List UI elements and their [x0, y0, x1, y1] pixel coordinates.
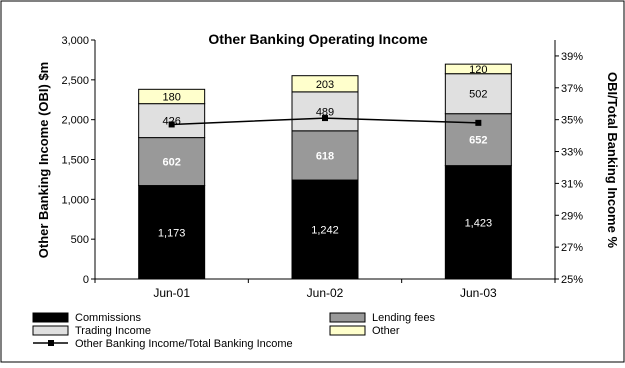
- data-label: 602: [162, 157, 180, 169]
- legend-label-commissions: Commissions: [75, 312, 142, 324]
- legend-swatch-other: [329, 325, 366, 336]
- y2-tick-label: 29%: [561, 210, 583, 222]
- y2-tick-label: 25%: [561, 274, 583, 286]
- bar-segment: [291, 75, 359, 93]
- x-tick-label: Jun-03: [460, 286, 497, 300]
- legend-swatch-lending-fees: [329, 312, 366, 323]
- y-tick-label: 500: [71, 234, 89, 246]
- y-tick-label: 2,500: [61, 75, 89, 87]
- bar-segment: [291, 179, 359, 280]
- data-label: 1,173: [158, 227, 186, 239]
- data-label: 489: [316, 106, 334, 118]
- data-label: 180: [162, 91, 180, 103]
- y-tick-label: 2,000: [61, 115, 89, 127]
- y-axis-label: Other Banking Income (OBI) $m: [36, 62, 51, 258]
- y-tick-label: 3,000: [61, 35, 89, 47]
- plot-area: 0 500 1,000 1,500 2,000 2,500 3,000 25% 27% 29% 31…: [61, 35, 583, 300]
- bar-segment: [138, 103, 206, 139]
- bar-segment: [138, 185, 206, 280]
- x-tick-label: Jun-02: [307, 286, 344, 300]
- y2-axis-label: OBI/Total Banking Income %: [605, 72, 620, 248]
- legend-label-other: Other: [372, 325, 400, 337]
- legend-swatch-trading-income: [32, 325, 69, 336]
- y2-tick-label: 37%: [561, 83, 583, 95]
- data-label: 1,242: [311, 225, 339, 237]
- legend-marker-ratio: [48, 340, 54, 346]
- ratio-point: [322, 115, 328, 122]
- y2-tick-label: 35%: [561, 115, 583, 127]
- legend-swatch-commissions: [32, 312, 69, 323]
- data-label: 502: [469, 89, 487, 101]
- bar-segment: [138, 88, 206, 105]
- x-tick-label: Jun-01: [153, 286, 190, 300]
- data-label: 120: [469, 64, 487, 76]
- data-label: 652: [469, 135, 487, 147]
- y2-tick-label: 31%: [561, 178, 583, 190]
- y2-tick-label: 27%: [561, 242, 583, 254]
- data-label: 203: [316, 79, 334, 91]
- y-tick-label: 1,500: [61, 155, 89, 167]
- bar-segment: [444, 63, 512, 75]
- data-label: 618: [316, 150, 334, 162]
- legend-label-trading-income: Trading Income: [75, 325, 151, 337]
- y-tick-label: 1,000: [61, 194, 89, 206]
- y2-tick-label: 33%: [561, 147, 583, 159]
- legend-label-ratio: Other Banking Income/Total Banking Incom…: [75, 338, 293, 350]
- bar-segment: [444, 73, 512, 115]
- ratio-point: [475, 119, 482, 126]
- y2-tick-label: 39%: [561, 51, 583, 63]
- chart-title: Other Banking Operating Income: [208, 31, 428, 47]
- data-label: 1,423: [465, 217, 493, 229]
- legend-label-lending-fees: Lending fees: [372, 312, 435, 324]
- ratio-point: [168, 121, 175, 128]
- bar-segment: [444, 165, 512, 280]
- y-tick-label: 0: [83, 274, 89, 286]
